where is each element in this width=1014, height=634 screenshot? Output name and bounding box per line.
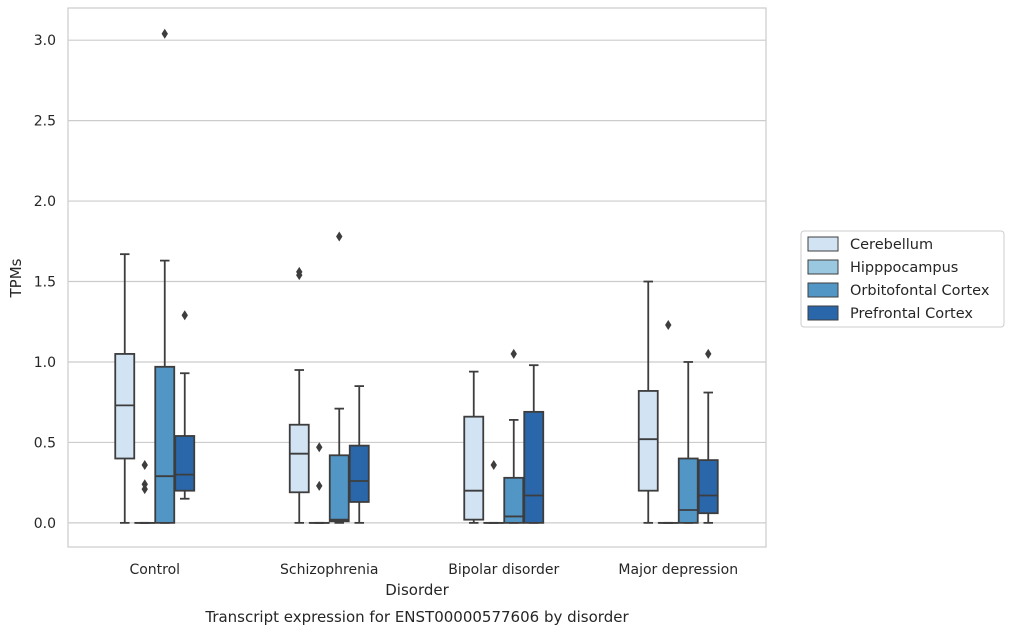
legend-swatch [807,282,839,298]
box-group [523,364,545,524]
box-group [483,459,505,524]
box-iqr [697,459,719,515]
outlier-point [181,310,188,321]
outlier-point [705,348,712,359]
legend-swatch [807,236,839,252]
x-tick-label: Schizophrenia [280,562,378,578]
outlier-point [296,266,303,277]
box-group [463,370,485,524]
legend-label: Cerebellum [850,237,933,253]
box-iqr [328,454,350,523]
legend-swatch [807,305,839,321]
y-tick-label: 2.0 [34,194,56,210]
box-iqr [348,444,370,503]
box-group [114,253,136,524]
outlier-point [490,459,497,470]
box-iqr [463,415,485,521]
y-tick-label: 3.0 [34,33,56,49]
x-axis-title: Disorder [385,581,449,599]
outlier-point [141,459,148,470]
box-iqr [503,476,525,524]
box-iqr [677,457,699,524]
x-tick-label: Control [129,562,180,578]
box-group [134,459,156,524]
box-iqr [288,423,310,494]
y-tick-labels: 0.0 0.5 1.0 1.5 2.0 2.5 3.0 [34,33,56,532]
outlier-point [665,319,672,330]
box-group [348,385,370,524]
box-group [657,319,679,524]
box-group [503,348,525,524]
legend-frame [800,230,1005,328]
box-group [677,361,699,524]
boxes [114,28,719,524]
outlier-point [316,442,323,453]
y-tick-label: 1.5 [34,275,56,291]
chart-caption: Transcript expression for ENST0000057760… [204,608,629,626]
box-iqr [637,390,659,492]
x-tick-label: Bipolar disorder [448,562,559,578]
x-tick-label: Major depression [618,562,738,578]
box-iqr [154,365,176,524]
box-group [637,280,659,524]
box-group [328,231,350,524]
box-group [288,266,310,524]
box-group [174,310,196,500]
legend-label: Prefrontal Cortex [850,306,973,322]
y-tick-label: 0.0 [34,516,56,532]
y-axis-title: TPMs [7,258,25,298]
outlier-point [336,231,343,242]
outlier-point [510,348,517,359]
legend-label: Hipppocampus [850,260,958,276]
y-tick-label: 2.5 [34,114,56,130]
box-group [697,348,719,524]
outlier-point [161,28,168,39]
box-group [308,442,330,524]
x-tick-labels: Control Schizophrenia Bipolar disorder Majo… [129,562,738,578]
legend-swatch [807,259,839,275]
y-tick-label: 1.0 [34,355,56,371]
y-tick-label: 0.5 [34,435,56,451]
outlier-point [141,479,148,490]
legend: Cerebellum Hipppocampus Orbitofontal Corte… [800,230,1005,328]
box-iqr [174,435,196,492]
outlier-point [316,480,323,491]
legend-label: Orbitofontal Cortex [850,283,990,299]
box-group [154,28,176,524]
box-iqr [523,410,545,524]
